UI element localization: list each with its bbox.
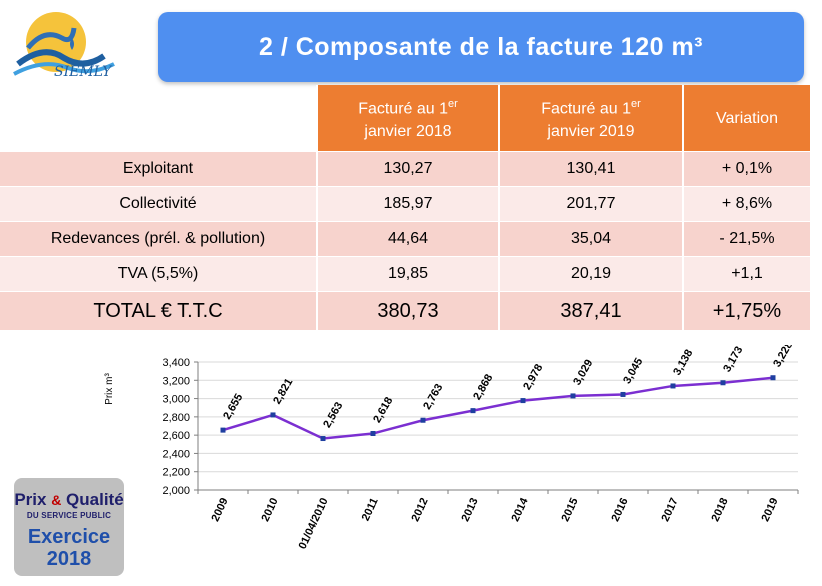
variation: + 8,6% xyxy=(682,186,810,222)
x-tick-label: 2013 xyxy=(459,496,480,523)
data-point xyxy=(420,417,426,423)
data-label: 2,563 xyxy=(321,400,345,430)
data-point xyxy=(620,391,626,397)
axes xyxy=(194,361,799,494)
data-point xyxy=(320,436,326,442)
badge-subtitle: DU SERVICE PUBLIC xyxy=(26,511,112,520)
data-label: 3,045 xyxy=(621,356,645,386)
header-variation: Variation xyxy=(682,85,810,152)
x-tick-label: 2015 xyxy=(559,496,580,523)
data-label: 3,173 xyxy=(721,345,745,374)
data-point xyxy=(720,380,726,386)
y-tick-label: 2,400 xyxy=(162,448,190,460)
x-tick-label: 2010 xyxy=(259,496,280,523)
header-2018: Facturé au 1er janvier 2018 xyxy=(316,85,499,152)
table-header-row: Facturé au 1er janvier 2018 Facturé au 1… xyxy=(0,85,810,152)
variation: +1,1 xyxy=(682,256,810,292)
grid-lines xyxy=(198,361,798,473)
value-2019: 201,77 xyxy=(498,186,683,222)
total-2019: 387,41 xyxy=(498,291,683,330)
row-label: TVA (5,5%) xyxy=(0,256,317,292)
x-tick-label: 2012 xyxy=(409,496,430,523)
row-label: Collectivité xyxy=(0,186,317,222)
y-axis-label: Prix m³ xyxy=(104,373,115,405)
row-label: Exploitant xyxy=(0,151,317,187)
line-chart: 2,000 2,200 2,400 2,600 2,800 3,000 3,200 3,400… xyxy=(104,339,799,551)
siemly-logo: SIEMLY xyxy=(4,8,134,80)
data-point xyxy=(670,383,676,389)
data-point xyxy=(470,408,476,414)
table-row: Collectivité 185,97 201,77 + 8,6% xyxy=(0,186,810,222)
y-tick-label: 2,200 xyxy=(162,467,190,479)
data-points xyxy=(220,375,776,442)
total-variation: +1,75% xyxy=(682,291,810,330)
y-tick-labels: 2,000 2,200 2,400 2,600 2,800 3,000 3,200 3,400 xyxy=(162,357,190,497)
data-point xyxy=(370,430,376,436)
x-tick-label: 2011 xyxy=(360,496,381,523)
value-2019: 35,04 xyxy=(498,221,683,257)
data-point xyxy=(220,427,226,433)
data-point xyxy=(770,375,776,381)
value-2019: 20,19 xyxy=(498,256,683,292)
total-2018: 380,73 xyxy=(316,291,499,330)
value-2019: 130,41 xyxy=(498,151,683,187)
table-row: Exploitant 130,27 130,41 + 0,1% xyxy=(0,151,810,187)
x-tick-label: 2018 xyxy=(709,496,730,523)
data-label: 2,868 xyxy=(471,372,495,402)
value-2018: 185,97 xyxy=(316,186,499,222)
badge-exercice: Exercice 2018 xyxy=(27,526,111,570)
data-point xyxy=(570,393,576,399)
y-tick-label: 3,400 xyxy=(162,357,190,369)
value-2018: 19,85 xyxy=(316,256,499,292)
x-tick-label: 01/04/2010 xyxy=(297,496,331,551)
price-per-m3-chart: 2,000 2,200 2,400 2,600 2,800 3,000 3,200 3,400… xyxy=(100,339,812,581)
data-label: 2,978 xyxy=(521,362,545,392)
data-series xyxy=(222,376,774,440)
x-tick-label: 2009 xyxy=(209,496,230,523)
data-label: 2,763 xyxy=(421,382,445,412)
prix-qualite-badge: Prix & Qualité DU SERVICE PUBLIC Exercic… xyxy=(14,478,124,576)
variation: + 0,1% xyxy=(682,151,810,187)
svg-text:SIEMLY: SIEMLY xyxy=(54,64,113,80)
y-tick-label: 2,800 xyxy=(162,412,190,424)
header-empty-cell xyxy=(0,85,317,152)
data-label: 2,618 xyxy=(371,395,395,425)
series-line xyxy=(222,376,774,440)
x-tick-label: 2019 xyxy=(759,496,780,523)
badge-title: Prix & Qualité xyxy=(14,490,124,509)
header-2019: Facturé au 1er janvier 2019 xyxy=(498,85,683,152)
data-label: 2,821 xyxy=(271,377,295,407)
y-tick-label: 2,000 xyxy=(162,485,190,497)
x-tick-labels: 2009 2010 01/04/2010 2011 2012 2013 2014 2015 20… xyxy=(209,495,780,551)
data-label: 3,138 xyxy=(671,348,695,378)
data-label: 3,228 xyxy=(771,345,795,369)
row-label: Redevances (prél. & pollution) xyxy=(0,221,317,257)
total-label: TOTAL € T.T.C xyxy=(0,291,317,330)
data-point xyxy=(520,398,526,404)
y-tick-label: 2,600 xyxy=(162,430,190,442)
value-2018: 130,27 xyxy=(316,151,499,187)
x-tick-label: 2017 xyxy=(659,496,680,523)
x-tick-label: 2016 xyxy=(609,496,630,523)
variation: - 21,5% xyxy=(682,221,810,257)
invoice-components-table: Facturé au 1er janvier 2018 Facturé au 1… xyxy=(0,85,810,330)
table-row: TVA (5,5%) 19,85 20,19 +1,1 xyxy=(0,256,810,292)
table-row: Redevances (prél. & pollution) 44,64 35,… xyxy=(0,221,810,257)
title-banner: 2 / Composante de la facture 120 m³ xyxy=(158,12,804,82)
page-title: 2 / Composante de la facture 120 m³ xyxy=(258,32,704,61)
y-tick-label: 3,200 xyxy=(162,375,190,387)
x-tick-label: 2014 xyxy=(509,495,531,523)
value-2018: 44,64 xyxy=(316,221,499,257)
table-total-row: TOTAL € T.T.C 380,73 387,41 +1,75% xyxy=(0,291,810,330)
data-point xyxy=(270,412,276,418)
y-tick-label: 3,000 xyxy=(162,394,190,406)
